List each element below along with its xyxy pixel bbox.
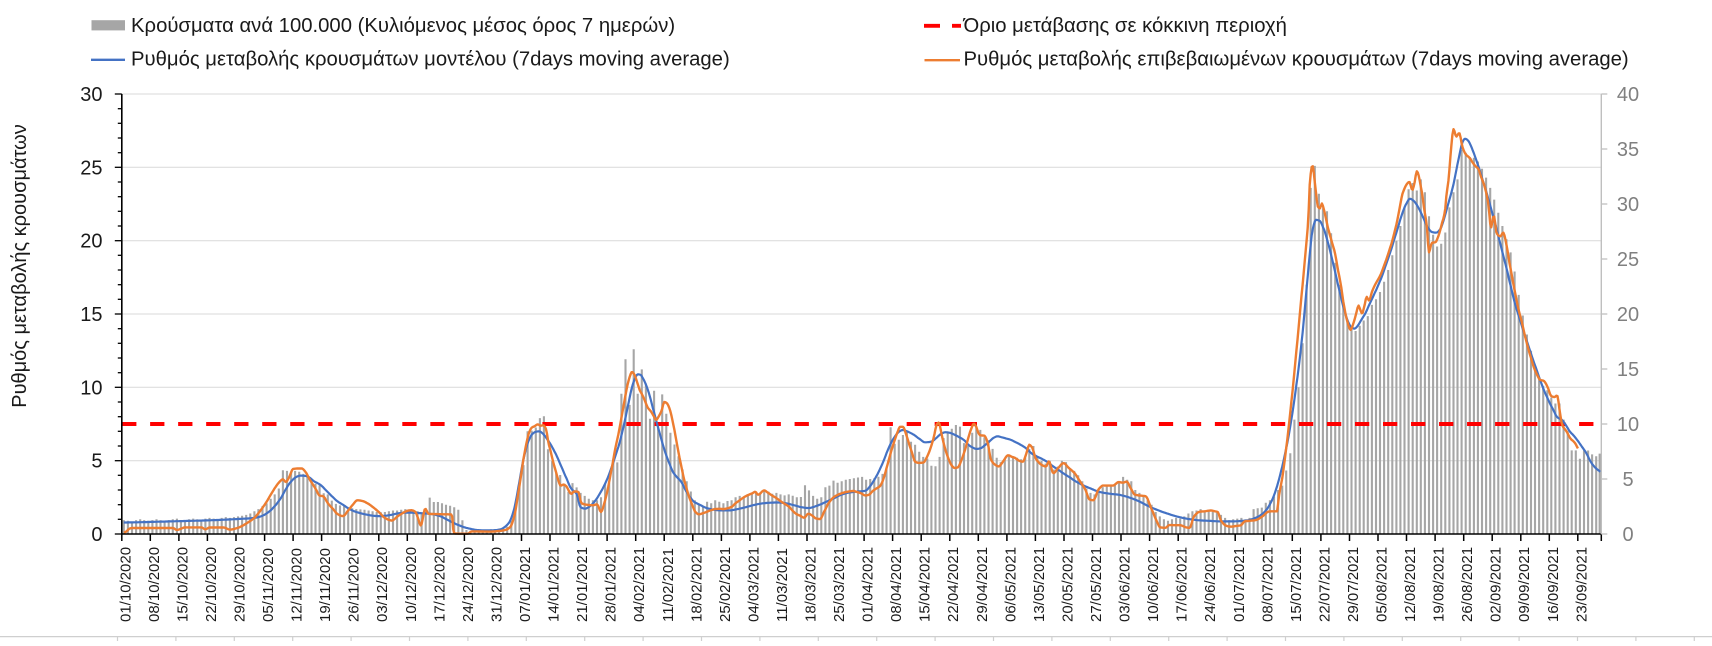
svg-text:08/07/2021: 08/07/2021 xyxy=(1259,547,1276,622)
svg-text:30: 30 xyxy=(1617,194,1639,216)
svg-text:35: 35 xyxy=(1617,139,1639,161)
svg-text:12/11/2020: 12/11/2020 xyxy=(289,548,306,622)
svg-text:5: 5 xyxy=(91,451,102,473)
svg-text:22/07/2021: 22/07/2021 xyxy=(1316,547,1333,622)
svg-text:18/02/2021: 18/02/2021 xyxy=(688,547,705,622)
svg-text:10/06/2021: 10/06/2021 xyxy=(1145,547,1162,622)
svg-text:11/02/2021: 11/02/2021 xyxy=(660,548,677,622)
svg-text:17/12/2020: 17/12/2020 xyxy=(431,547,448,622)
svg-text:14/01/2021: 14/01/2021 xyxy=(546,547,563,622)
svg-text:08/10/2020: 08/10/2020 xyxy=(146,547,163,622)
svg-text:5: 5 xyxy=(1622,469,1633,491)
svg-text:30: 30 xyxy=(80,84,102,106)
svg-text:Ρυθμός μεταβολής κρουσμάτων: Ρυθμός μεταβολής κρουσμάτων xyxy=(9,124,31,408)
svg-text:26/08/2021: 26/08/2021 xyxy=(1459,547,1476,622)
svg-text:04/03/2021: 04/03/2021 xyxy=(745,547,762,622)
svg-text:10/12/2020: 10/12/2020 xyxy=(403,547,420,622)
svg-text:31/12/2020: 31/12/2020 xyxy=(489,547,506,622)
svg-text:27/05/2021: 27/05/2021 xyxy=(1088,547,1105,622)
svg-text:06/05/2021: 06/05/2021 xyxy=(1002,547,1019,622)
svg-text:25/02/2021: 25/02/2021 xyxy=(717,547,734,622)
svg-text:25/03/2021: 25/03/2021 xyxy=(831,547,848,622)
svg-text:24/12/2020: 24/12/2020 xyxy=(460,547,477,622)
svg-text:03/06/2021: 03/06/2021 xyxy=(1117,547,1134,622)
svg-text:29/04/2021: 29/04/2021 xyxy=(974,547,991,622)
svg-text:23/09/2021: 23/09/2021 xyxy=(1573,547,1590,622)
svg-text:02/09/2021: 02/09/2021 xyxy=(1488,547,1505,622)
svg-text:22/10/2020: 22/10/2020 xyxy=(203,547,220,622)
svg-text:25: 25 xyxy=(80,157,102,179)
svg-text:16/09/2021: 16/09/2021 xyxy=(1545,547,1562,622)
svg-text:01/04/2021: 01/04/2021 xyxy=(860,547,877,622)
svg-text:11/03/2021: 11/03/2021 xyxy=(774,548,791,622)
svg-text:29/10/2020: 29/10/2020 xyxy=(232,547,249,622)
svg-text:22/04/2021: 22/04/2021 xyxy=(945,547,962,622)
svg-text:12/08/2021: 12/08/2021 xyxy=(1402,547,1419,622)
svg-text:15/07/2021: 15/07/2021 xyxy=(1288,547,1305,622)
svg-text:09/09/2021: 09/09/2021 xyxy=(1516,547,1533,622)
svg-text:17/06/2021: 17/06/2021 xyxy=(1174,547,1191,622)
svg-text:20: 20 xyxy=(1617,304,1639,326)
svg-text:01/10/2020: 01/10/2020 xyxy=(117,547,134,622)
svg-text:Όριο μετάβασης σε κόκκινη περι: Όριο μετάβασης σε κόκκινη περιοχή xyxy=(963,15,1287,37)
svg-text:26/11/2020: 26/11/2020 xyxy=(346,548,363,622)
svg-text:0: 0 xyxy=(91,524,102,546)
svg-text:05/08/2021: 05/08/2021 xyxy=(1374,547,1391,622)
svg-text:19/11/2020: 19/11/2020 xyxy=(317,548,334,622)
svg-text:24/06/2021: 24/06/2021 xyxy=(1202,547,1219,622)
svg-text:03/12/2020: 03/12/2020 xyxy=(374,547,391,622)
svg-text:20: 20 xyxy=(80,231,102,253)
svg-text:Ρυθμός μεταβολής επιβεβαιωμένω: Ρυθμός μεταβολής επιβεβαιωμένων κρουσμάτ… xyxy=(964,48,1629,70)
svg-text:18/03/2021: 18/03/2021 xyxy=(803,547,820,622)
svg-text:13/05/2021: 13/05/2021 xyxy=(1031,547,1048,622)
svg-text:19/08/2021: 19/08/2021 xyxy=(1431,547,1448,622)
svg-text:08/04/2021: 08/04/2021 xyxy=(888,547,905,622)
svg-text:10: 10 xyxy=(80,377,102,399)
svg-text:15: 15 xyxy=(80,304,102,326)
svg-text:20/05/2021: 20/05/2021 xyxy=(1060,547,1077,622)
svg-text:15: 15 xyxy=(1617,359,1639,381)
svg-text:25: 25 xyxy=(1617,249,1639,271)
svg-text:21/01/2021: 21/01/2021 xyxy=(574,547,591,622)
svg-text:10: 10 xyxy=(1617,414,1639,436)
svg-text:15/04/2021: 15/04/2021 xyxy=(917,547,934,622)
svg-text:05/11/2020: 05/11/2020 xyxy=(260,548,277,622)
svg-text:Κρούσματα ανά 100.000 (Κυλιόμε: Κρούσματα ανά 100.000 (Κυλιόμενος μέσος … xyxy=(131,15,675,37)
svg-text:01/07/2021: 01/07/2021 xyxy=(1231,547,1248,622)
svg-text:29/07/2021: 29/07/2021 xyxy=(1345,547,1362,622)
svg-text:15/10/2020: 15/10/2020 xyxy=(174,547,191,622)
svg-text:04/02/2021: 04/02/2021 xyxy=(631,547,648,622)
svg-text:Ρυθμός μεταβολής κρουσμάτων μο: Ρυθμός μεταβολής κρουσμάτων μοντέλου (7d… xyxy=(131,48,730,70)
svg-text:28/01/2021: 28/01/2021 xyxy=(603,547,620,622)
svg-text:40: 40 xyxy=(1617,84,1639,106)
svg-text:0: 0 xyxy=(1622,524,1633,546)
svg-text:07/01/2021: 07/01/2021 xyxy=(517,547,534,622)
